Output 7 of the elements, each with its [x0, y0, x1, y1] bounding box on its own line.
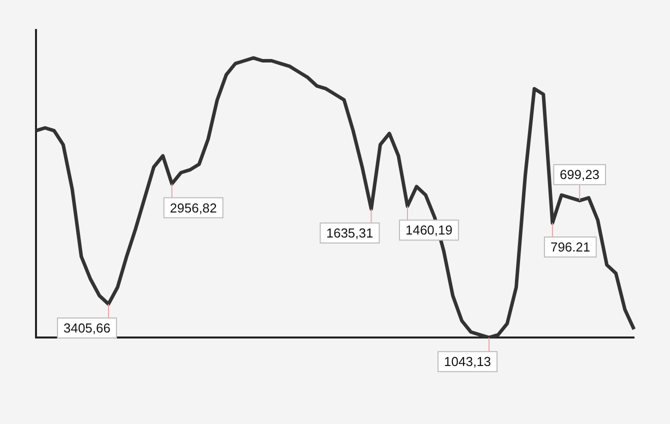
- text: 1043,13: [444, 354, 492, 370]
- annotation: 1460,19: [405, 222, 452, 238]
- annotation: 1635,31: [326, 226, 374, 241]
- annotation: 3405,66: [63, 320, 110, 336]
- annotation: 699,23: [560, 167, 600, 182]
- annotation: 796.21: [550, 240, 590, 255]
- annotation: 2956,82: [170, 200, 217, 216]
